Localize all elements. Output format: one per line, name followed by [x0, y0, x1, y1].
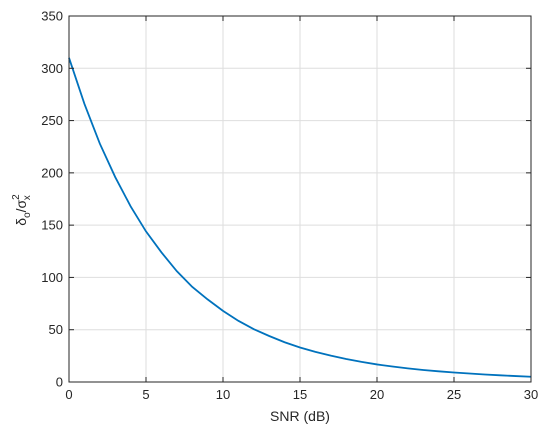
y-tick-label: 200 [41, 165, 63, 180]
y-axis-label: δo/σ2x [11, 194, 33, 226]
y-label-sub-x: x [22, 195, 33, 200]
x-axis-ticks: 0 5 10 15 20 25 30 [65, 16, 538, 402]
grid [68, 15, 532, 383]
y-tick-label: 100 [41, 270, 63, 285]
y-tick-label: 150 [41, 218, 63, 233]
y-tick-label: 0 [56, 375, 63, 390]
x-tick-label: 10 [216, 387, 230, 402]
series-line [68, 57, 532, 378]
x-tick-label: 20 [370, 387, 384, 402]
y-label-sigma: σ [13, 199, 29, 208]
y-label-sup-2: 2 [11, 194, 22, 200]
x-tick-label: 15 [293, 387, 307, 402]
y-tick-label: 350 [41, 9, 63, 24]
y-tick-label: 300 [41, 61, 63, 76]
y-tick-label: 50 [49, 322, 63, 337]
y-axis-ticks: 0 50 100 150 200 250 300 350 [41, 9, 531, 390]
y-label-delta: δ [13, 218, 29, 226]
x-tick-label: 30 [524, 387, 538, 402]
x-tick-label: 25 [447, 387, 461, 402]
x-tick-label: 0 [65, 387, 72, 402]
x-axis-label: SNR (dB) [270, 408, 330, 424]
y-label-sub-o: o [22, 212, 33, 218]
y-label-slash: / [13, 208, 29, 212]
x-tick-label: 5 [142, 387, 149, 402]
y-tick-label: 250 [41, 113, 63, 128]
